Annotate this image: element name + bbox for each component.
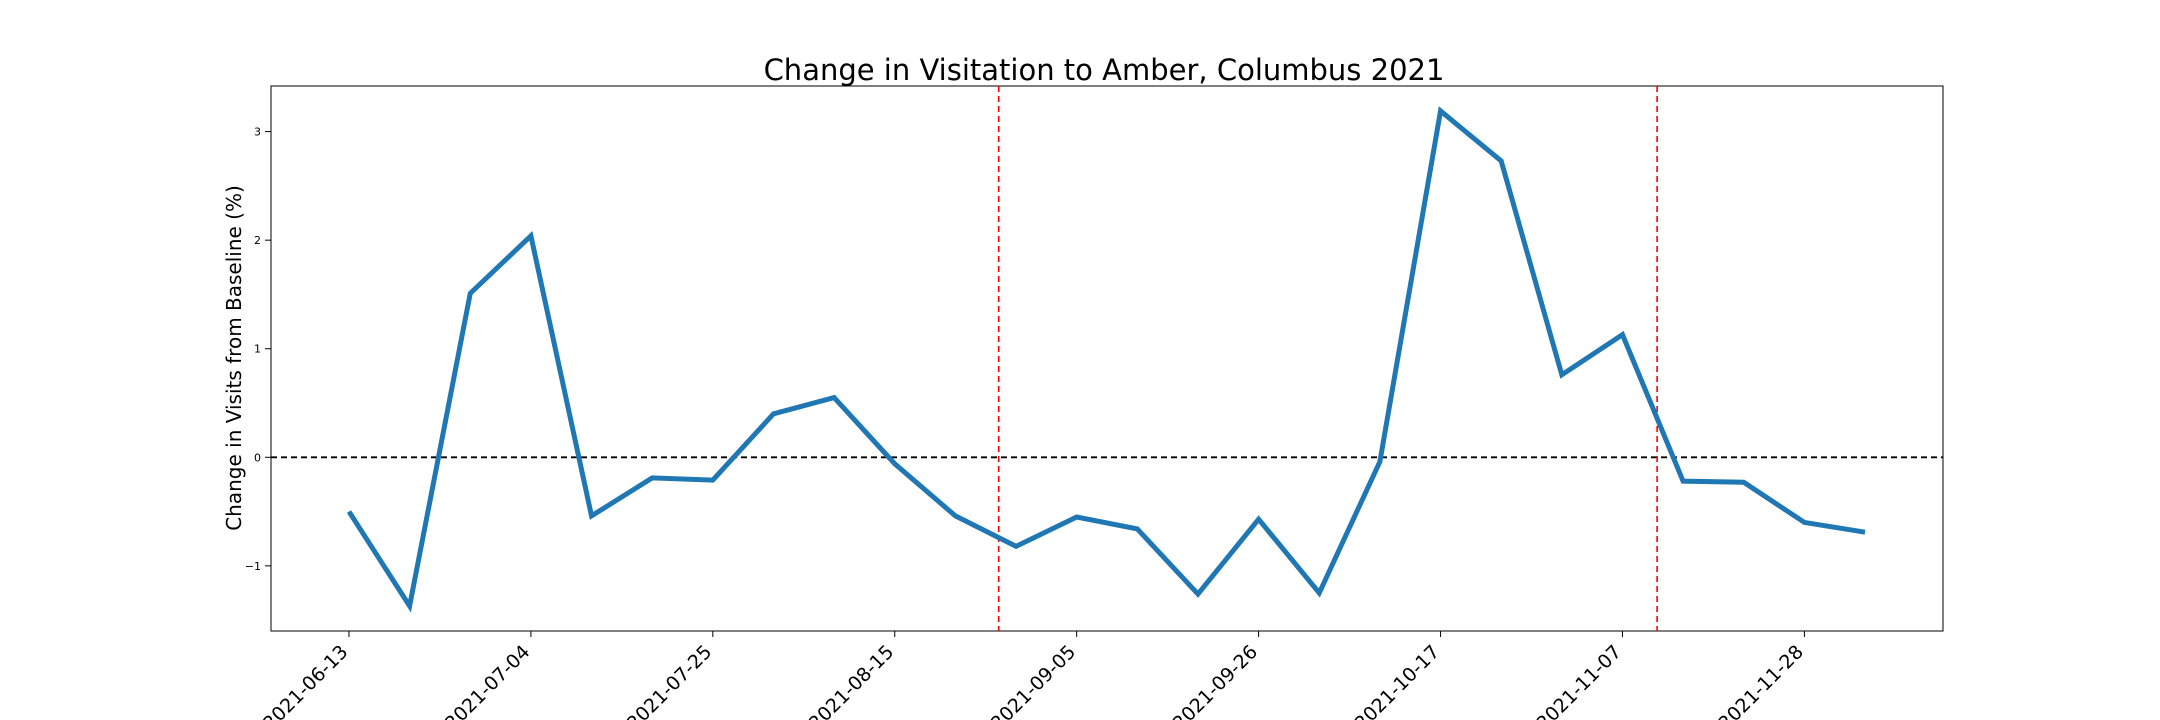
x-tick-label: 2021-07-25 [623, 641, 717, 720]
y-tick-label: 1 [254, 343, 261, 356]
data-point [1802, 520, 1806, 524]
x-tick-label: 2021-11-28 [1714, 641, 1808, 720]
data-point [1560, 373, 1564, 377]
data-point [650, 476, 654, 480]
x-tick-label: 2021-09-26 [1169, 641, 1263, 720]
data-point [1499, 159, 1503, 163]
plot-area: −1 0 1 2 3 2021-06-13 2021-07-04 2021-07-25 2021… [245, 85, 1944, 720]
data-point [771, 412, 775, 416]
data-point [408, 604, 412, 608]
y-axis-label: Change in Visits from Baseline (%) [222, 185, 246, 531]
data-point [1863, 530, 1867, 534]
data-point [953, 514, 957, 518]
data-point [1742, 480, 1746, 484]
data-point [347, 510, 351, 514]
data-point [1075, 515, 1079, 519]
x-tick-label: 2021-11-07 [1532, 641, 1626, 720]
data-point [1317, 591, 1321, 595]
data-point [1196, 592, 1200, 596]
x-tick-label: 2021-10-17 [1350, 641, 1444, 720]
chart-title: Change in Visitation to Amber, Columbus … [764, 53, 1445, 87]
data-point [468, 291, 472, 295]
plot-frame [270, 85, 1944, 632]
data-point [893, 462, 897, 466]
y-tick-label: 2 [254, 234, 261, 247]
data-point [832, 396, 836, 400]
y-tick-label: 0 [254, 451, 261, 464]
series-line-0 [346, 106, 1866, 613]
x-tick-label: 2021-08-15 [805, 641, 899, 720]
x-tick-label: 2021-09-05 [987, 641, 1081, 720]
data-point [1257, 517, 1261, 521]
data-point [1378, 460, 1382, 464]
data-point [1439, 109, 1443, 113]
data-point [1014, 544, 1018, 548]
data-point [1135, 527, 1139, 531]
data-point [711, 478, 715, 482]
data-point [1681, 479, 1685, 483]
data-point [590, 514, 594, 518]
x-tick-label: 2021-07-04 [441, 641, 535, 720]
y-tick-label: 3 [254, 126, 261, 139]
data-point [1620, 333, 1624, 337]
data-point [529, 234, 533, 238]
y-tick-label: −1 [245, 560, 261, 573]
x-tick-label: 2021-06-13 [259, 641, 353, 720]
